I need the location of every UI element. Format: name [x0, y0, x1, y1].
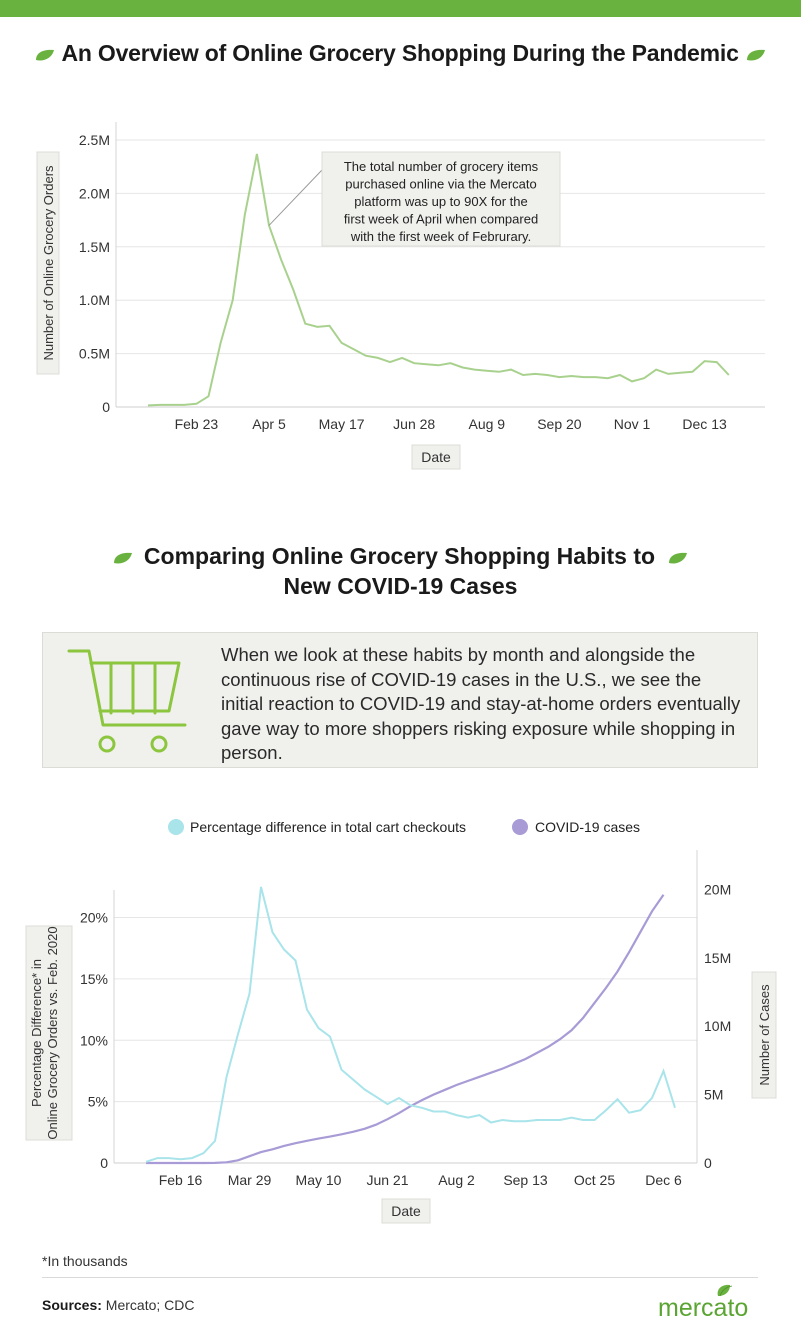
- page-title-text: An Overview of Online Grocery Shopping D…: [61, 40, 739, 66]
- chart2-x-tick-label: Oct 25: [574, 1172, 615, 1188]
- chart2-right-tick-label: 20M: [704, 881, 731, 897]
- chart1-x-tick-label: May 17: [319, 416, 365, 432]
- footnote: *In thousands: [42, 1253, 128, 1269]
- chart2-left-tick-label: 20%: [80, 910, 108, 926]
- chart1-x-tick-label: Jun 28: [393, 416, 435, 432]
- chart1-y-tick-label: 2.0M: [79, 185, 110, 201]
- chart1-x-tick-label: Apr 5: [252, 416, 286, 432]
- footer-divider: [42, 1277, 758, 1278]
- chart2-x-axis-label-text: Date: [391, 1203, 421, 1219]
- chart2-right-tick-label: 5M: [704, 1087, 723, 1103]
- chart1-y-tick-label: 1.5M: [79, 239, 110, 255]
- chart2-left-tick-label: 0: [100, 1155, 108, 1171]
- chart1-x-axis-label: Date: [411, 444, 461, 470]
- annotation-line: with the first week of Februrary.: [350, 229, 531, 244]
- chart1-x-tick-labels: Feb 23 Apr 5 May 17 Jun 28 Aug 9 Sep 20 Nov 1 D…: [175, 416, 727, 432]
- chart1-x-axis-label-bg: [411, 444, 461, 470]
- section-title-line1: Comparing Online Grocery Shopping Habits…: [143, 543, 656, 569]
- chart1-x-tick-label: Feb 23: [175, 416, 219, 432]
- chart1-gridlines: [116, 139, 765, 355]
- annotation-line: purchased online via the Mercato: [345, 177, 537, 192]
- chart2-x-tick-label: Jun 21: [366, 1172, 408, 1188]
- leaf-icon: [669, 552, 688, 564]
- chart1-y-tick-labels: 0 0.5M 1.0M 1.5M 2.0M 2.5M: [79, 132, 110, 415]
- chart2-gridlines: [114, 917, 697, 1103]
- leaf-icon: [113, 552, 132, 564]
- chart2-x-axis-label: Date: [381, 1198, 431, 1224]
- chart2-x-tick-label: Aug 2: [438, 1172, 475, 1188]
- chart2-left-axis-label-text: Percentage Difference* inOnline Grocery …: [29, 926, 60, 1139]
- top-accent-bar: [0, 0, 801, 17]
- annotation-box-bg: [321, 151, 561, 247]
- chart2-legend: Percentage difference in total cart chec…: [168, 819, 640, 835]
- chart2-right-tick-labels: 0 5M 10M 15M 20M: [704, 881, 731, 1171]
- section-title-line2: New COVID-19 Cases: [283, 573, 518, 599]
- legend-checkouts-label: Percentage difference in total cart chec…: [190, 819, 466, 835]
- chart1-y-axis-label-text: Number of Online Grocery Orders: [41, 165, 56, 361]
- orders-line-chart: 0 0.5M 1.0M 1.5M 2.0M 2.5M Feb 23 Apr 5 May 17 J…: [36, 122, 765, 470]
- checkouts-series-line: [145, 886, 676, 1163]
- legend-checkouts-swatch: [168, 819, 184, 835]
- chart2-x-tick-label: Mar 29: [228, 1172, 272, 1188]
- leaf-icon: [36, 49, 55, 61]
- annotation-line: The total number of grocery items: [344, 159, 539, 174]
- covid-cases-series-line: [146, 894, 665, 1165]
- annotation-text: The total number of grocery items purchas…: [344, 159, 539, 244]
- chart2-left-tick-label: 5%: [88, 1094, 108, 1110]
- page-title: An Overview of Online Grocery Shopping D…: [0, 40, 801, 67]
- sources-text: Mercato; CDC: [101, 1297, 195, 1313]
- chart2-left-axis-label-bg: [25, 925, 73, 1141]
- chart2-left-tick-labels: 0 5% 10% 15% 20%: [80, 910, 108, 1171]
- section-title: Comparing Online Grocery Shopping Habits…: [0, 541, 801, 601]
- chart1-x-tick-label: Dec 13: [682, 416, 727, 432]
- legend-covid-label: COVID-19 cases: [535, 819, 640, 835]
- mercato-logo: mercato: [658, 1284, 748, 1322]
- chart1-x-axis-label-text: Date: [421, 449, 451, 465]
- chart1-y-tick-label: 2.5M: [79, 132, 110, 148]
- chart1-y-axis-label-bg: [36, 151, 60, 375]
- chart1-x-tick-label: Nov 1: [614, 416, 651, 432]
- annotation-box: The total number of grocery items purchas…: [321, 151, 561, 247]
- chart2-right-tick-label: 0: [704, 1155, 712, 1171]
- chart2-left-axis-label-line: Online Grocery Orders vs. Feb. 2020: [45, 926, 60, 1139]
- chart2-left-tick-label: 15%: [80, 971, 108, 987]
- chart1-y-tick-label: 1.0M: [79, 292, 110, 308]
- chart2-left-axis-label-line: Percentage Difference* in: [29, 959, 44, 1107]
- chart2-right-axis-label: Number of Cases: [751, 971, 777, 1099]
- chart2-right-tick-label: 10M: [704, 1018, 731, 1034]
- chart1-x-tick-label: Aug 9: [469, 416, 506, 432]
- chart1-y-axis-label: Number of Online Grocery Orders: [36, 151, 60, 375]
- sources-label: Sources:: [42, 1297, 102, 1313]
- info-callout: When we look at these habits by month an…: [42, 632, 758, 768]
- chart2-left-tick-label: 10%: [80, 1032, 108, 1048]
- chart2-right-tick-label: 15M: [704, 950, 731, 966]
- chart2-x-tick-label: Dec 6: [645, 1172, 682, 1188]
- chart1-y-tick-label: 0.5M: [79, 346, 110, 362]
- chart2-x-tick-label: Feb 16: [159, 1172, 203, 1188]
- chart2-right-axis-label-bg: [751, 971, 777, 1099]
- annotation-line: platform was up to 90X for the: [354, 194, 527, 209]
- chart2-left-axis-label: Percentage Difference* inOnline Grocery …: [25, 925, 73, 1141]
- chart2-x-axis-label-bg: [381, 1198, 431, 1224]
- chart1-y-tick-label: 0: [102, 399, 110, 415]
- legend-covid-swatch: [512, 819, 528, 835]
- mercato-logo-text: mercato: [658, 1294, 748, 1322]
- annotation-line: first week of April when compared: [344, 212, 538, 227]
- annotation-leader-line: [268, 169, 323, 226]
- covid-comparison-chart: Percentage difference in total cart chec…: [25, 819, 777, 1224]
- info-text: When we look at these habits by month an…: [221, 644, 741, 763]
- leaf-icon: [746, 49, 765, 61]
- chart1-x-tick-label: Sep 20: [537, 416, 582, 432]
- chart2-x-tick-label: Sep 13: [503, 1172, 548, 1188]
- shopping-cart-icon: [67, 649, 187, 753]
- orders-series-line: [147, 153, 730, 407]
- sources-line: Sources: Mercato; CDC: [42, 1297, 195, 1313]
- chart2-right-axis-label-text: Number of Cases: [757, 984, 772, 1086]
- chart2-x-tick-label: May 10: [296, 1172, 342, 1188]
- chart2-x-tick-labels: Feb 16 Mar 29 May 10 Jun 21 Aug 2 Sep 13 Oct 2…: [159, 1172, 682, 1188]
